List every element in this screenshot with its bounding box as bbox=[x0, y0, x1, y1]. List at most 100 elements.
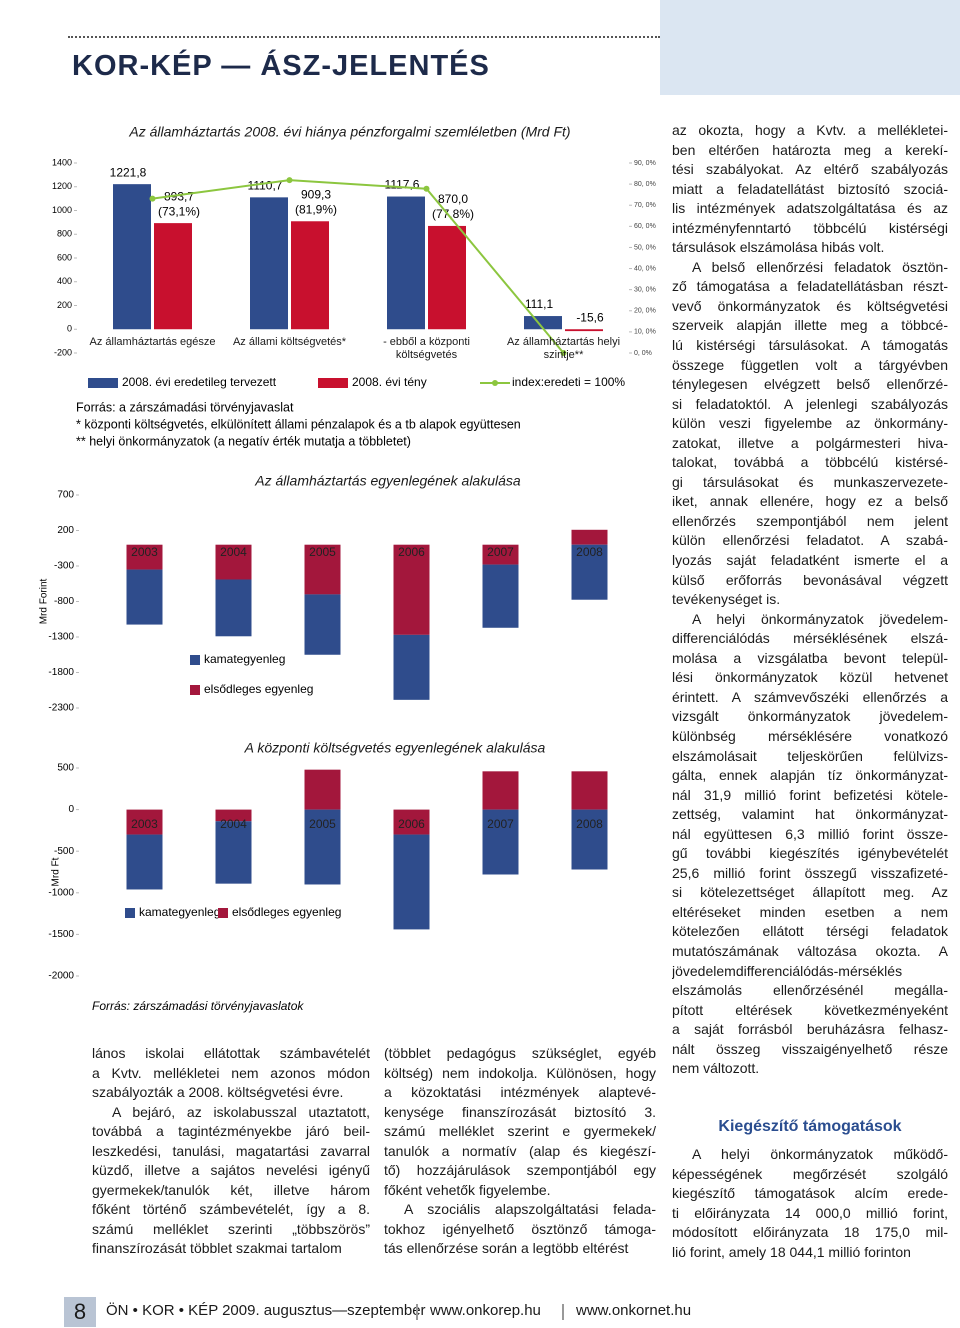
y-tick-label: 1200 bbox=[52, 181, 72, 191]
bar-segment bbox=[482, 809, 519, 875]
text-line: A helyi önkormányzatok működő- bbox=[692, 1146, 948, 1162]
text-line: A szociális alapszolgáltatási felada- bbox=[404, 1201, 656, 1218]
bar-segment bbox=[571, 529, 608, 545]
text-line: küzdő, illetve a sajátos nevelési igényű bbox=[92, 1162, 370, 1179]
legend-swatch bbox=[88, 378, 118, 388]
chart-title: Az államháztartás 2008. évi hiánya pénzf… bbox=[128, 124, 570, 140]
section-heading: Kiegészítő támogatások bbox=[718, 1118, 902, 1135]
separator bbox=[416, 1304, 418, 1320]
x-tick-label: 2006 bbox=[398, 817, 425, 831]
text-line: lési önkormányzatok közül hetvenet bbox=[672, 669, 948, 686]
bar bbox=[387, 196, 425, 330]
data-label: 909,3 bbox=[301, 187, 331, 201]
y-tick-label: 0 bbox=[68, 804, 74, 815]
x-tick-label: 2005 bbox=[309, 817, 336, 831]
text-line: kiegészítő támogatások alcím erede- bbox=[672, 1185, 948, 1202]
bar bbox=[428, 225, 466, 330]
y2-tick-label: 60, 0% bbox=[634, 223, 656, 230]
legend-swatch bbox=[492, 380, 498, 386]
x-tick-label: 2004 bbox=[220, 545, 247, 559]
index-line bbox=[152, 179, 565, 354]
text-line: jövedelemdifferenciálódás-mérséklés bbox=[672, 962, 903, 979]
y-tick-label: 800 bbox=[57, 229, 72, 239]
data-label: 870,0 bbox=[438, 192, 468, 206]
top-band bbox=[660, 0, 960, 95]
x-tick-label: - ebből a központi költségvetés bbox=[383, 336, 470, 361]
y2-tick-label: 10, 0% bbox=[634, 329, 656, 336]
y-tick-label: -300 bbox=[54, 561, 74, 572]
text-line: pított eltérések következményeként bbox=[672, 1001, 948, 1018]
legend-label: kamategyenleg bbox=[204, 652, 285, 666]
legend-label: 2008. évi eredetileg tervezett bbox=[122, 375, 277, 389]
bar bbox=[154, 223, 192, 330]
text-line: nál együttesen 6,3 millió forint össze- bbox=[672, 825, 948, 842]
y-tick-label: 1400 bbox=[52, 157, 72, 167]
y-tick-label: 0 bbox=[67, 324, 72, 334]
separator bbox=[562, 1304, 564, 1320]
text-column: lános iskolai ellátottak számbavételét a … bbox=[92, 1044, 370, 1259]
text-line: képességének megőrzését szolgáló bbox=[672, 1165, 948, 1182]
chart-note: ** helyi önkormányzatok (a negatív érték… bbox=[76, 434, 411, 448]
text-column: az okozta, hogy a Kvtv. a mellékletei-be… bbox=[672, 121, 948, 1079]
y-tick-label: 600 bbox=[57, 252, 72, 262]
bar-segment bbox=[482, 564, 519, 628]
bar-segment bbox=[126, 544, 163, 570]
bar-segment bbox=[304, 594, 341, 655]
y-tick-label: -2300 bbox=[48, 703, 74, 714]
text-line: tokhoz igényelhető ösztönző támoga- bbox=[384, 1220, 656, 1237]
publication: ÖN • KOR • KÉP 2009. augusztus—szeptembe… bbox=[106, 1302, 426, 1319]
bar-segment bbox=[393, 634, 430, 700]
text-line: lió forint, amely 18 044,1 millió forint… bbox=[672, 1243, 911, 1260]
text-line: gálta, ennek alapján tíz önkormányzat- bbox=[672, 767, 948, 784]
text-line: 25,6 millió forint összegű visszafizeté- bbox=[672, 864, 948, 881]
y-tick-label: -2000 bbox=[48, 971, 74, 982]
y-tick-label: 1000 bbox=[52, 205, 72, 215]
bar-segment bbox=[393, 834, 430, 930]
bar-segment bbox=[304, 809, 341, 885]
bar bbox=[250, 197, 288, 330]
text-line: intézményfenntartó többcélú kistérségi bbox=[672, 219, 948, 236]
text-line: (többlet pedagógus szükséglet, egyéb bbox=[384, 1045, 656, 1061]
text-line: az okozta, hogy a Kvtv. a mellékletei- bbox=[672, 122, 948, 138]
bar-segment bbox=[571, 809, 608, 870]
text-line: A belső ellenőrzési feladatok ösztön- bbox=[692, 258, 948, 275]
y-tick-label: 500 bbox=[57, 763, 74, 774]
text-line: gyermekek/tanulók két, illetve három bbox=[92, 1181, 370, 1198]
index-label: (73,1%) bbox=[158, 204, 200, 218]
bar-segment bbox=[571, 771, 608, 810]
chart-note: * központi költségvetés, elkülönített ál… bbox=[76, 417, 521, 431]
x-tick-label: Az állami költségvetés* bbox=[232, 336, 347, 348]
text-line: lyozás saját feladatként ismerte el a bbox=[672, 552, 948, 569]
index-point bbox=[560, 350, 567, 356]
text-column: (többlet pedagógus szükséglet, egyéb költ… bbox=[384, 1044, 656, 1259]
index-point bbox=[286, 177, 293, 184]
text-column: A helyi önkormányzatok működő-képességén… bbox=[672, 1145, 948, 1262]
bar-segment bbox=[304, 544, 341, 595]
text-line: kötelezően ellátott térségi feladatok bbox=[672, 923, 948, 940]
text-line: főként vehetők figyelembe. bbox=[384, 1181, 551, 1198]
x-tick-label: Az államháztartás helyi szintje** bbox=[506, 336, 621, 361]
bar-segment bbox=[393, 809, 430, 835]
x-tick-label: 2008 bbox=[576, 817, 603, 831]
text-line: zettség, valamint hat önkormányzat- bbox=[672, 806, 948, 823]
text-line: nált összeg visszaigényelhető része bbox=[672, 1040, 948, 1057]
y-tick-label: 400 bbox=[57, 276, 72, 286]
bar-segment bbox=[126, 834, 163, 890]
legend-swatch bbox=[218, 908, 228, 918]
y-tick-label: -1500 bbox=[48, 929, 74, 940]
bar bbox=[524, 316, 562, 330]
text-line: si feladatoktól. A jelenlegi szabályozás bbox=[672, 395, 948, 412]
text-line: módosított előirányzata 18 175,0 mil- bbox=[672, 1224, 948, 1241]
y-tick-label: -1800 bbox=[48, 667, 74, 678]
text-line: számú melléklet szerinti „többszörös” bbox=[92, 1220, 370, 1237]
text-line: tevékenységet is. bbox=[672, 591, 781, 608]
text-line: külön ellenőrzési feladatot. A szabá- bbox=[672, 532, 948, 549]
bar-segment bbox=[482, 544, 519, 565]
y-tick-label: 200 bbox=[57, 525, 74, 536]
text-line: érintett. A számvevőszéki ellenőrzés a bbox=[672, 688, 948, 705]
chart-title: A központi költségvetés egyenlegének ala… bbox=[244, 740, 546, 756]
y-axis-label: Mrd Ft bbox=[51, 857, 62, 886]
text-line: lis intézmények adatszolgáltatása és az bbox=[672, 200, 948, 217]
text-line: a közoktatási intézmények alaptevé- bbox=[384, 1084, 656, 1101]
